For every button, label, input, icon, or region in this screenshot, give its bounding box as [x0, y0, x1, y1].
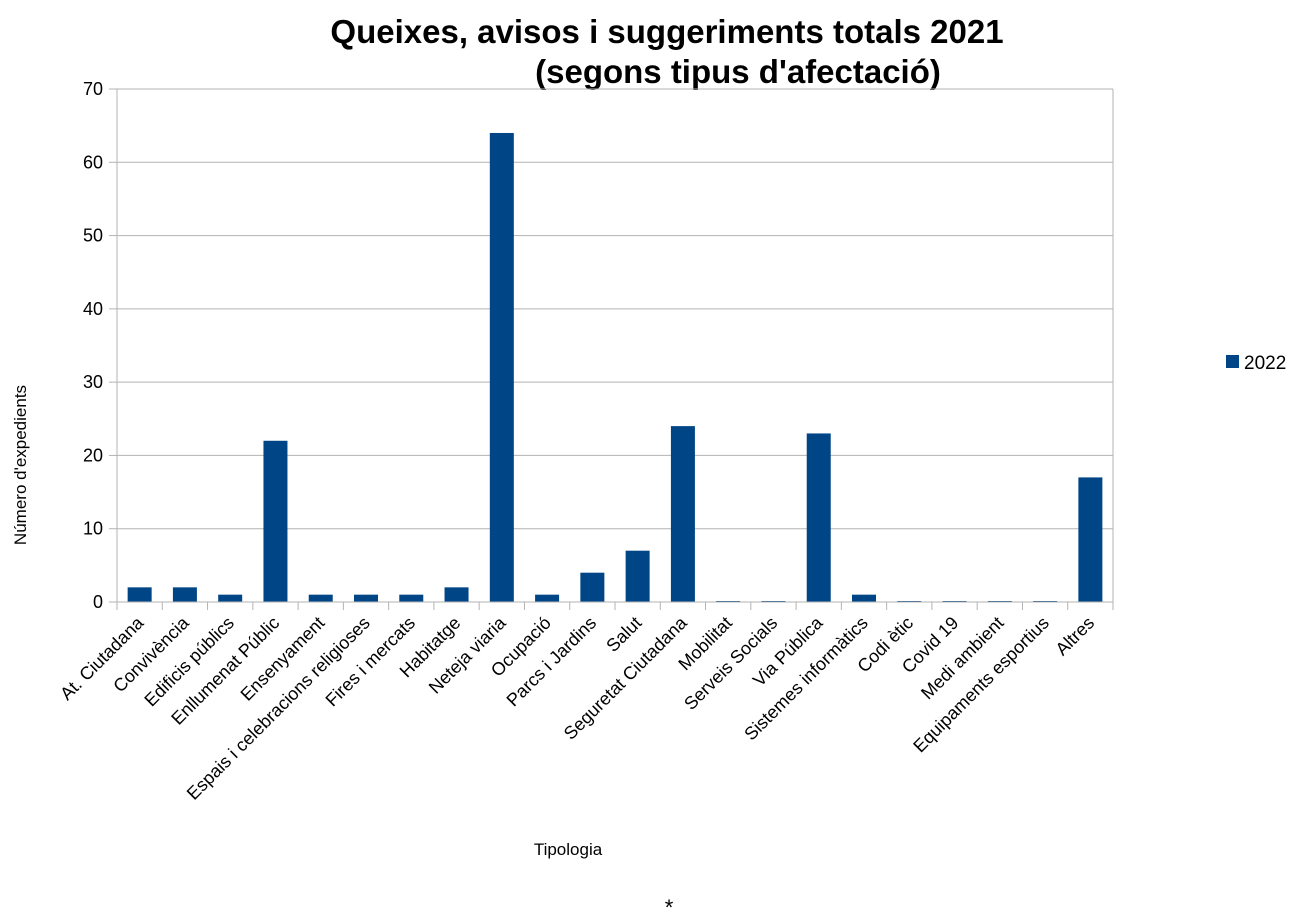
- bar-11: [580, 572, 605, 602]
- chart-title-line-2: (segons tipus d'afectació): [535, 53, 941, 90]
- legend-swatch: [1226, 355, 1239, 368]
- chart-title-line-1: Queixes, avisos i suggeriments totals 20…: [330, 13, 1003, 50]
- y-axis-ticks: 0 10 20 30 40 50 60 70: [83, 79, 117, 612]
- bar-17: [852, 594, 876, 602]
- y-tick-label: 60: [83, 152, 103, 172]
- bar-5: [308, 594, 333, 602]
- y-tick-label: 70: [83, 79, 103, 99]
- bar-22: [1078, 477, 1103, 602]
- x-tick-label: Altres: [1052, 613, 1099, 660]
- bar-10: [535, 594, 560, 602]
- bar-13: [670, 426, 695, 602]
- bar-6: [354, 594, 378, 602]
- bar-9: [489, 132, 514, 602]
- legend: 2022: [1226, 353, 1286, 374]
- y-tick-label: 50: [83, 226, 103, 246]
- y-tick-label: 30: [83, 372, 103, 392]
- bar-2: [172, 587, 197, 602]
- bars: [127, 132, 1103, 602]
- bar-3: [218, 594, 243, 602]
- bar-1: [127, 587, 152, 602]
- x-axis-title: Tipologia: [534, 840, 603, 859]
- bar-12: [625, 550, 650, 602]
- y-tick-label: 40: [83, 299, 103, 319]
- bar-16: [806, 433, 831, 602]
- y-tick-label: 10: [83, 519, 103, 539]
- footnote: *: [665, 895, 674, 915]
- y-tick-label: 20: [83, 445, 103, 465]
- chart-title: Queixes, avisos i suggeriments totals 20…: [330, 13, 1003, 90]
- bar-4: [263, 440, 288, 602]
- y-tick-label: 0: [93, 592, 103, 612]
- bar-7: [399, 594, 424, 602]
- bar-8: [444, 587, 469, 602]
- legend-label: 2022: [1244, 353, 1286, 374]
- y-axis-title: Número d'expedients: [11, 385, 30, 545]
